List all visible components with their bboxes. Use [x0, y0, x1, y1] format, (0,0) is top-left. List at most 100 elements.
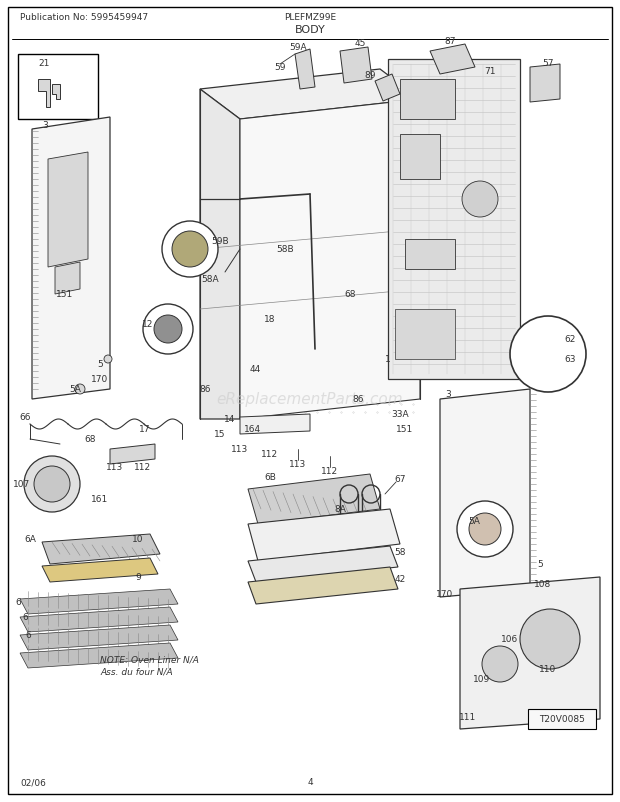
Text: Publication No: 5995459947: Publication No: 5995459947 — [20, 14, 148, 22]
Text: 112: 112 — [262, 450, 278, 459]
Text: 15: 15 — [215, 430, 226, 439]
Polygon shape — [52, 85, 60, 100]
Text: 89: 89 — [364, 71, 376, 79]
Text: 42: 42 — [394, 575, 405, 584]
Text: 151: 151 — [396, 425, 414, 434]
Circle shape — [172, 232, 208, 268]
Polygon shape — [295, 50, 315, 90]
Polygon shape — [200, 70, 420, 119]
Text: 21: 21 — [38, 59, 50, 67]
Text: PLEFMZ99E: PLEFMZ99E — [284, 14, 336, 22]
Polygon shape — [42, 534, 160, 565]
Polygon shape — [248, 475, 380, 525]
Text: 63: 63 — [564, 355, 576, 364]
Text: 111: 111 — [459, 713, 477, 722]
Circle shape — [457, 501, 513, 557]
Polygon shape — [248, 546, 398, 582]
Text: NOTE: Oven Liner N/A: NOTE: Oven Liner N/A — [100, 654, 199, 664]
Polygon shape — [440, 390, 530, 597]
Text: 5A: 5A — [69, 385, 81, 394]
Polygon shape — [20, 607, 178, 632]
Polygon shape — [340, 48, 372, 84]
Text: 33A: 33A — [391, 410, 409, 419]
Text: 8A: 8A — [334, 505, 346, 514]
Text: 107: 107 — [14, 480, 30, 489]
Text: 59B: 59B — [211, 237, 229, 246]
Polygon shape — [248, 567, 398, 604]
Text: 6: 6 — [22, 613, 28, 622]
Circle shape — [462, 182, 498, 217]
Text: 161: 161 — [91, 495, 108, 504]
Text: 170: 170 — [91, 375, 108, 384]
Polygon shape — [388, 60, 520, 379]
Text: 4: 4 — [307, 777, 313, 787]
Polygon shape — [525, 342, 555, 359]
Text: 12: 12 — [143, 320, 154, 329]
Text: 10: 10 — [132, 535, 144, 544]
Polygon shape — [375, 75, 400, 102]
Polygon shape — [20, 643, 178, 668]
Polygon shape — [530, 65, 560, 103]
Text: 164: 164 — [244, 425, 262, 434]
Text: 71: 71 — [484, 67, 496, 76]
Text: 59A: 59A — [289, 43, 307, 52]
Text: 62: 62 — [564, 335, 576, 344]
Bar — [528, 709, 596, 729]
Text: 113: 113 — [231, 445, 249, 454]
Circle shape — [24, 456, 80, 512]
Text: 59: 59 — [274, 63, 286, 72]
Text: 108: 108 — [534, 580, 552, 589]
Text: 58A: 58A — [201, 275, 219, 284]
Circle shape — [154, 316, 182, 343]
Text: 45: 45 — [354, 39, 366, 48]
Bar — [400, 80, 455, 119]
Text: 18: 18 — [264, 315, 276, 324]
Text: 58: 58 — [394, 548, 405, 557]
Text: 68: 68 — [344, 290, 356, 299]
Text: 110: 110 — [539, 665, 557, 674]
Bar — [18, 55, 98, 119]
Circle shape — [520, 610, 580, 669]
Circle shape — [75, 384, 85, 395]
Text: 5A: 5A — [468, 516, 480, 526]
Text: 57: 57 — [542, 59, 554, 67]
Polygon shape — [20, 626, 178, 650]
Text: 02/06: 02/06 — [20, 777, 46, 787]
Text: eReplacementParts.com: eReplacementParts.com — [216, 392, 404, 407]
Text: 17: 17 — [140, 425, 151, 434]
Polygon shape — [527, 361, 540, 367]
Text: 9: 9 — [135, 573, 141, 581]
Polygon shape — [110, 444, 155, 464]
Text: BODY: BODY — [294, 25, 326, 35]
Text: 86: 86 — [199, 385, 211, 394]
Text: 58B: 58B — [276, 245, 294, 254]
Text: 112: 112 — [135, 463, 151, 472]
Polygon shape — [240, 100, 420, 419]
Polygon shape — [48, 153, 88, 268]
Circle shape — [143, 305, 193, 354]
Polygon shape — [460, 577, 600, 729]
Text: 112: 112 — [321, 467, 339, 476]
Text: 3: 3 — [445, 390, 451, 399]
Circle shape — [162, 221, 218, 277]
Circle shape — [510, 317, 586, 392]
Text: 109: 109 — [474, 674, 490, 683]
Text: 6A: 6A — [24, 535, 36, 544]
Text: 87: 87 — [445, 38, 456, 47]
Text: 3: 3 — [42, 120, 48, 129]
Circle shape — [104, 355, 112, 363]
Text: 86: 86 — [352, 395, 364, 404]
Circle shape — [469, 513, 501, 545]
Bar — [395, 310, 455, 359]
Polygon shape — [42, 558, 158, 582]
Text: T20V0085: T20V0085 — [539, 715, 585, 723]
Text: 6B: 6B — [264, 473, 276, 482]
Polygon shape — [38, 80, 50, 107]
Circle shape — [482, 646, 518, 683]
Polygon shape — [248, 509, 400, 561]
Text: 14: 14 — [224, 415, 236, 424]
Polygon shape — [200, 90, 240, 419]
Text: 5: 5 — [537, 560, 543, 569]
Text: Ass. du four N/A: Ass. du four N/A — [100, 666, 172, 675]
Text: 6: 6 — [15, 597, 21, 607]
